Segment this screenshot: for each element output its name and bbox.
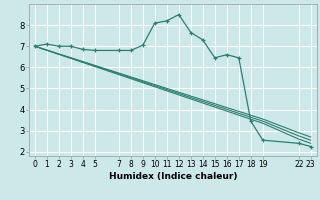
X-axis label: Humidex (Indice chaleur): Humidex (Indice chaleur) <box>108 172 237 181</box>
